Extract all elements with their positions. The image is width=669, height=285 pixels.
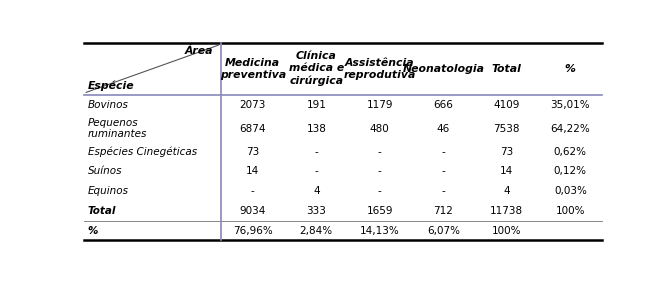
Text: Assistência
reprodutiva: Assistência reprodutiva bbox=[344, 58, 416, 80]
Text: Área: Área bbox=[185, 46, 213, 56]
Text: 4: 4 bbox=[313, 186, 320, 196]
Text: 73: 73 bbox=[500, 146, 513, 156]
Text: Suínos: Suínos bbox=[88, 166, 122, 176]
Text: 333: 333 bbox=[306, 206, 326, 216]
Text: -: - bbox=[378, 146, 382, 156]
Text: 480: 480 bbox=[370, 124, 389, 134]
Text: 0,03%: 0,03% bbox=[554, 186, 587, 196]
Text: -: - bbox=[442, 166, 445, 176]
Text: -: - bbox=[378, 166, 382, 176]
Text: Pequenos
ruminantes: Pequenos ruminantes bbox=[88, 118, 147, 139]
Text: 0,62%: 0,62% bbox=[554, 146, 587, 156]
Text: 1179: 1179 bbox=[367, 100, 393, 110]
Text: 76,96%: 76,96% bbox=[233, 226, 273, 236]
Text: 100%: 100% bbox=[492, 226, 522, 236]
Text: Medicina
preventiva: Medicina preventiva bbox=[219, 58, 286, 80]
Text: Total: Total bbox=[88, 206, 116, 216]
Text: 11738: 11738 bbox=[490, 206, 523, 216]
Text: Clínica
médica e
cirúrgica: Clínica médica e cirúrgica bbox=[288, 51, 344, 86]
Text: 666: 666 bbox=[434, 100, 454, 110]
Text: Total: Total bbox=[492, 64, 522, 74]
Text: 14,13%: 14,13% bbox=[360, 226, 399, 236]
Text: 9034: 9034 bbox=[240, 206, 266, 216]
Text: %: % bbox=[88, 226, 98, 236]
Text: 2073: 2073 bbox=[240, 100, 266, 110]
Text: 2,84%: 2,84% bbox=[300, 226, 333, 236]
Text: Neonatologia: Neonatologia bbox=[402, 64, 484, 74]
Text: -: - bbox=[378, 186, 382, 196]
Text: -: - bbox=[251, 186, 255, 196]
Text: -: - bbox=[314, 146, 318, 156]
Text: -: - bbox=[314, 166, 318, 176]
Text: 1659: 1659 bbox=[367, 206, 393, 216]
Text: 73: 73 bbox=[246, 146, 260, 156]
Text: Espécies Cinegéticas: Espécies Cinegéticas bbox=[88, 146, 197, 157]
Text: 35,01%: 35,01% bbox=[551, 100, 590, 110]
Text: 7538: 7538 bbox=[494, 124, 520, 134]
Text: 4: 4 bbox=[504, 186, 510, 196]
Text: 4109: 4109 bbox=[494, 100, 520, 110]
Text: Bovinos: Bovinos bbox=[88, 100, 128, 110]
Text: %: % bbox=[565, 64, 576, 74]
Text: 712: 712 bbox=[434, 206, 454, 216]
Text: 100%: 100% bbox=[555, 206, 585, 216]
Text: -: - bbox=[442, 186, 445, 196]
Text: 14: 14 bbox=[246, 166, 260, 176]
Text: 14: 14 bbox=[500, 166, 513, 176]
Text: 6874: 6874 bbox=[240, 124, 266, 134]
Text: 0,12%: 0,12% bbox=[554, 166, 587, 176]
Text: 191: 191 bbox=[306, 100, 326, 110]
Text: 46: 46 bbox=[437, 124, 450, 134]
Text: 6,07%: 6,07% bbox=[427, 226, 460, 236]
Text: Espécie: Espécie bbox=[88, 81, 134, 91]
Text: -: - bbox=[442, 146, 445, 156]
Text: 64,22%: 64,22% bbox=[551, 124, 590, 134]
Text: 138: 138 bbox=[306, 124, 326, 134]
Text: Equinos: Equinos bbox=[88, 186, 128, 196]
